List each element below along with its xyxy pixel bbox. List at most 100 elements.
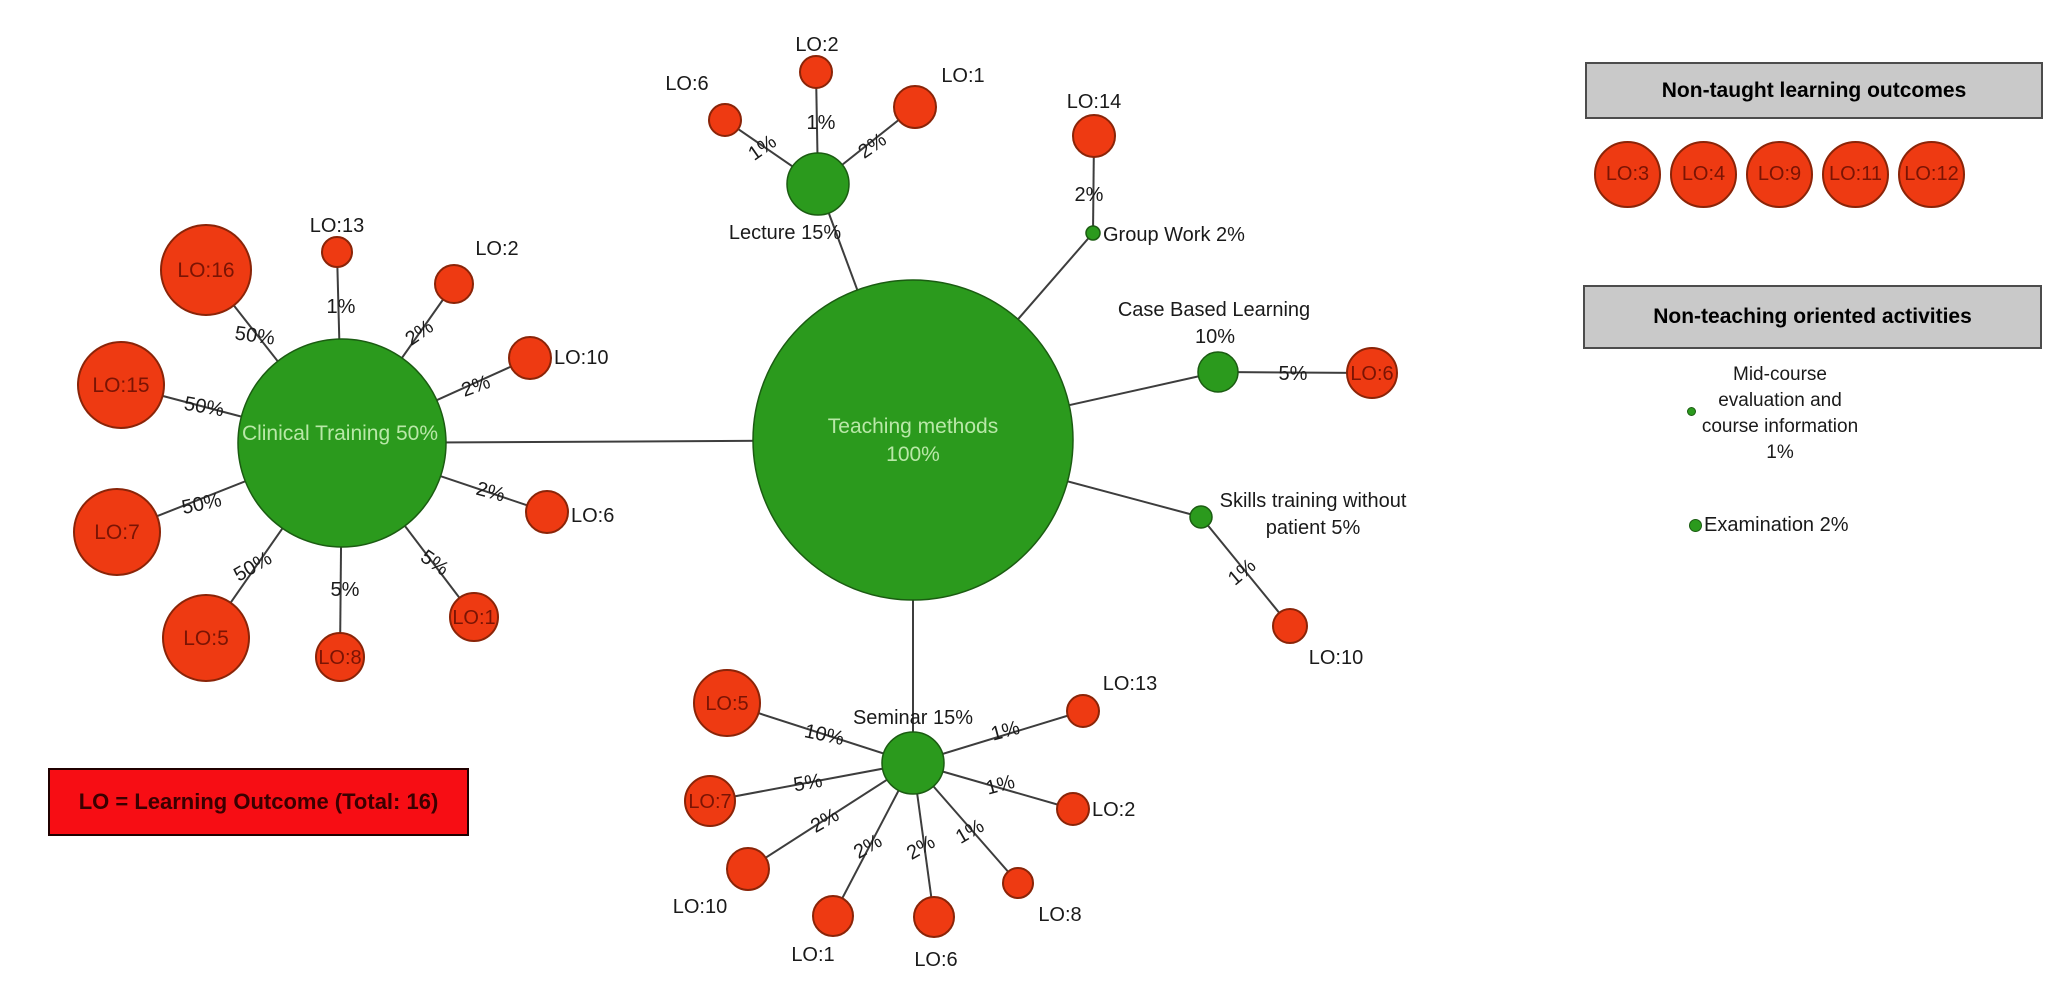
node-label-skills-1: patient 5% — [1266, 517, 1361, 539]
edge-seminar-s_lo10 — [747, 762, 914, 870]
node-teaching-circle — [752, 279, 1074, 601]
examination-label: Examination 2% — [1704, 514, 1849, 536]
non-taught-outcome-lo9: LO:9 — [1746, 141, 1813, 208]
non-teaching-header: Non-teaching oriented activities — [1583, 285, 2042, 349]
midcourse-item: Mid-course evaluation and course informati… — [1655, 362, 1905, 466]
non-taught-outcomes-row: LO:3 LO:4 LO:9 LO:11 LO:12 — [1594, 141, 1965, 208]
node-label-lo14-0: LO:14 — [1067, 91, 1121, 113]
node-label-c_lo6-0: LO:6 — [571, 505, 614, 527]
edge-label-clinical-c_lo1: 5% — [416, 546, 452, 581]
node-label-cbl-0: Case Based Learning — [1118, 299, 1310, 321]
edge-seminar-s_lo7 — [709, 762, 914, 802]
node-s_lo8-circle — [1002, 867, 1034, 899]
node-s_lo10-circle — [726, 847, 770, 891]
node-label-c_lo1-0: LO:1 — [452, 607, 495, 629]
node-label-s_lo2-0: LO:2 — [1092, 799, 1135, 821]
node-label-c_lo5-0: LO:5 — [183, 627, 229, 650]
node-c_lo6-circle — [525, 490, 569, 534]
legend-box: LO = Learning Outcome (Total: 16) — [48, 768, 469, 836]
node-c_lo13-circle — [321, 236, 353, 268]
non-taught-outcome-lo4: LO:4 — [1670, 141, 1737, 208]
node-c_lo2-circle — [434, 264, 474, 304]
node-s_lo7-circle — [684, 775, 736, 827]
node-label-s_lo10-0: LO:10 — [673, 896, 727, 918]
edge-label-clinical-c_lo16: 50% — [233, 322, 276, 349]
edge-label-cbl-cbl_lo6: 5% — [1279, 363, 1308, 385]
node-lec_lo2-circle — [799, 55, 833, 89]
node-label-cbl_lo6-0: LO:6 — [1350, 363, 1393, 385]
node-s_lo13-circle — [1066, 694, 1100, 728]
midcourse-line: course information — [1701, 416, 1859, 437]
node-label-lec_lo6-0: LO:6 — [665, 73, 708, 95]
edge-label-seminar-s_lo7: 5% — [792, 770, 825, 797]
node-lec_lo1-circle — [893, 85, 937, 129]
edge-label-clinical-c_lo13: 1% — [327, 296, 356, 318]
node-label-c_lo10-0: LO:10 — [554, 347, 608, 369]
node-label-c_lo13-0: LO:13 — [310, 215, 364, 237]
midcourse-line: 1% — [1766, 442, 1794, 463]
node-groupwork-circle — [1085, 225, 1101, 241]
edge-label-lecture-lec_lo2: 1% — [807, 112, 836, 134]
node-label-seminar-0: Seminar 15% — [853, 707, 973, 729]
node-label-cbl-1: 10% — [1195, 326, 1235, 348]
examination-item: Examination 2% — [1689, 514, 1849, 537]
node-lo14-circle — [1072, 114, 1116, 158]
node-lec_lo6-circle — [708, 103, 742, 137]
node-c_lo10-circle — [508, 336, 552, 380]
edge-label-clinical-c_lo8: 5% — [331, 579, 360, 601]
node-label-groupwork-0: Group Work 2% — [1103, 224, 1245, 246]
node-label-c_lo8-0: LO:8 — [318, 647, 361, 669]
non-taught-outcome-lo12: LO:12 — [1898, 141, 1965, 208]
node-label-c_lo15-0: LO:15 — [92, 374, 149, 397]
node-label-s_lo13-0: LO:13 — [1103, 673, 1157, 695]
node-cbl_lo6-circle — [1346, 347, 1398, 399]
edge-label-lecture-lec_lo1: 2% — [854, 129, 890, 164]
edge-label-lecture-lec_lo6: 1% — [744, 131, 780, 166]
node-c_lo7-circle — [73, 488, 161, 576]
node-label-c_lo2-0: LO:2 — [475, 238, 518, 260]
node-label-teaching-1: 100% — [886, 443, 940, 466]
edge-label-clinical-c_lo7: 50% — [180, 489, 224, 519]
node-label-skills-0: Skills training without — [1220, 490, 1407, 512]
edge-label-seminar-s_lo13: 1% — [989, 717, 1023, 746]
edge-label-seminar-s_lo6: 2% — [903, 831, 939, 865]
node-s_lo1-circle — [812, 895, 854, 937]
non-taught-header-label: Non-taught learning outcomes — [1661, 78, 1967, 102]
midcourse-line: evaluation and — [1718, 390, 1842, 411]
node-label-s_lo6-0: LO:6 — [914, 949, 957, 971]
edge-label-clinical-c_lo2: 2% — [401, 316, 437, 351]
node-c_lo16-circle — [160, 224, 252, 316]
node-skills_lo10-circle — [1272, 608, 1308, 644]
edge-skills-skills_lo10 — [1200, 516, 1291, 627]
node-skills-circle — [1189, 505, 1213, 529]
node-label-clinical-0: Clinical Training 50% — [242, 422, 438, 445]
midcourse-line: Mid-course — [1733, 364, 1827, 385]
node-label-lec_lo2-0: LO:2 — [795, 34, 838, 56]
node-seminar-circle — [881, 731, 945, 795]
edge-label-clinical-c_lo15: 50% — [182, 393, 225, 422]
non-taught-outcome-lo3: LO:3 — [1594, 141, 1661, 208]
node-label-teaching-0: Teaching methods — [828, 415, 998, 438]
non-taught-outcome-lo11: LO:11 — [1822, 141, 1889, 208]
non-teaching-header-label: Non-teaching oriented activities — [1653, 305, 1972, 328]
node-label-skills_lo10-0: LO:10 — [1309, 647, 1363, 669]
node-label-lec_lo1-0: LO:1 — [941, 65, 984, 87]
node-label-c_lo16-0: LO:16 — [177, 259, 234, 282]
node-cbl-circle — [1197, 351, 1239, 393]
node-label-lecture-0: Lecture 15% — [729, 222, 842, 244]
node-label-c_lo7-0: LO:7 — [94, 521, 140, 544]
edge-label-groupwork-lo14: 2% — [1075, 184, 1104, 206]
node-c_lo5-circle — [162, 594, 250, 682]
edge-label-skills-skills_lo10: 1% — [1224, 555, 1260, 591]
edge-label-seminar-s_lo5: 10% — [802, 720, 846, 750]
node-c_lo1-circle — [449, 592, 499, 642]
non-taught-header: Non-taught learning outcomes — [1585, 62, 2043, 119]
legend-label: LO = Learning Outcome (Total: 16) — [78, 789, 439, 814]
node-label-s_lo7-0: LO:7 — [688, 791, 731, 813]
midcourse-dot-icon — [1687, 407, 1696, 416]
node-s_lo2-circle — [1056, 792, 1090, 826]
node-clinical-circle — [237, 338, 447, 548]
node-label-s_lo8-0: LO:8 — [1038, 904, 1081, 926]
